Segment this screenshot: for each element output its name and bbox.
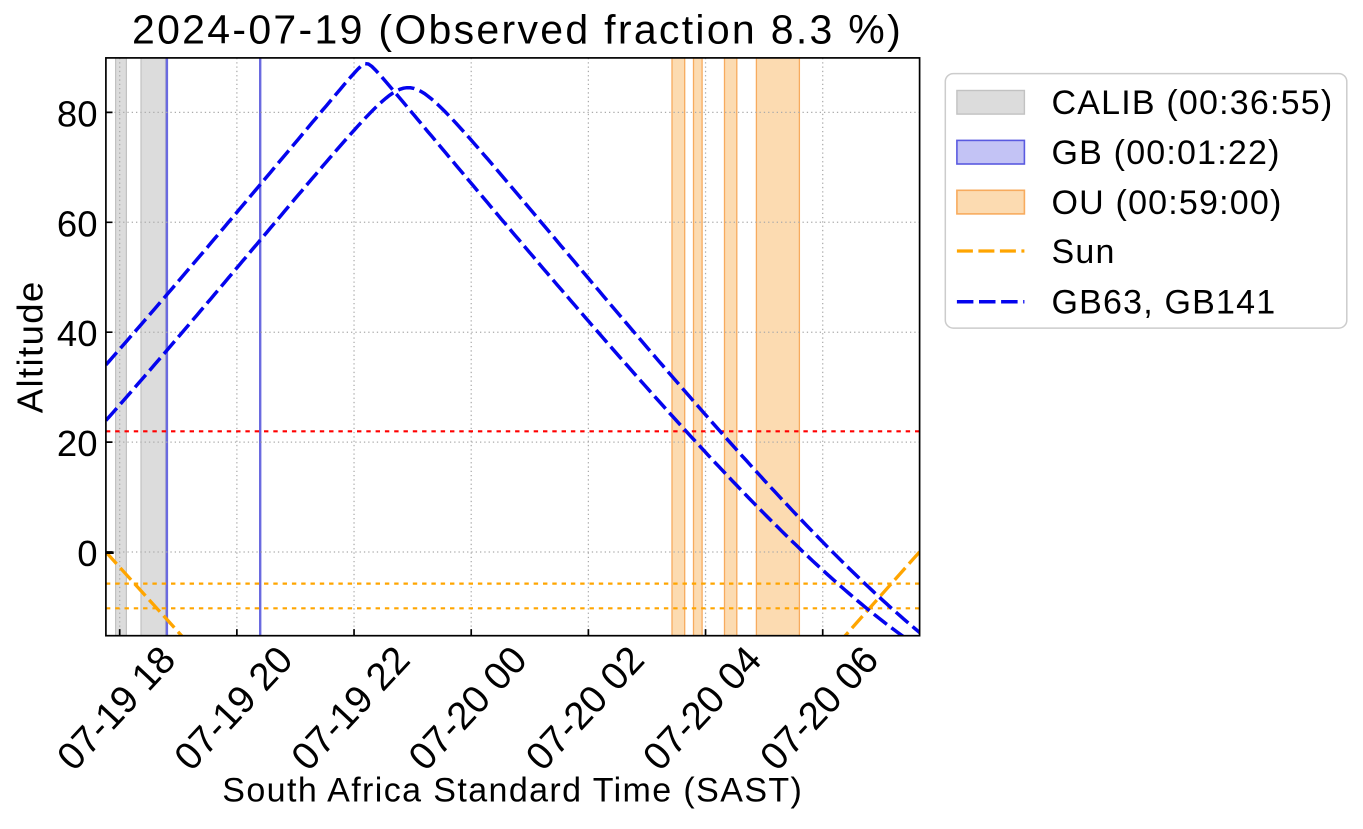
svg-text:South Africa Standard Time (SA: South Africa Standard Time (SAST) (222, 772, 803, 810)
svg-text:Sun: Sun (1052, 233, 1116, 271)
svg-text:80: 80 (57, 93, 98, 134)
svg-text:60: 60 (57, 203, 98, 244)
svg-text:CALIB (00:36:55): CALIB (00:36:55) (1052, 84, 1334, 122)
svg-text:2024-07-19 (Observed fraction: 2024-07-19 (Observed fraction 8.3 %) (132, 7, 903, 53)
svg-text:GB (00:01:22): GB (00:01:22) (1052, 134, 1281, 172)
svg-text:OU (00:59:00): OU (00:59:00) (1052, 184, 1283, 222)
svg-text:0: 0 (77, 533, 97, 574)
svg-text:40: 40 (57, 313, 98, 354)
svg-text:20: 20 (57, 423, 98, 464)
svg-text:Altitude: Altitude (10, 280, 51, 413)
svg-text:GB63, GB141: GB63, GB141 (1052, 284, 1277, 322)
